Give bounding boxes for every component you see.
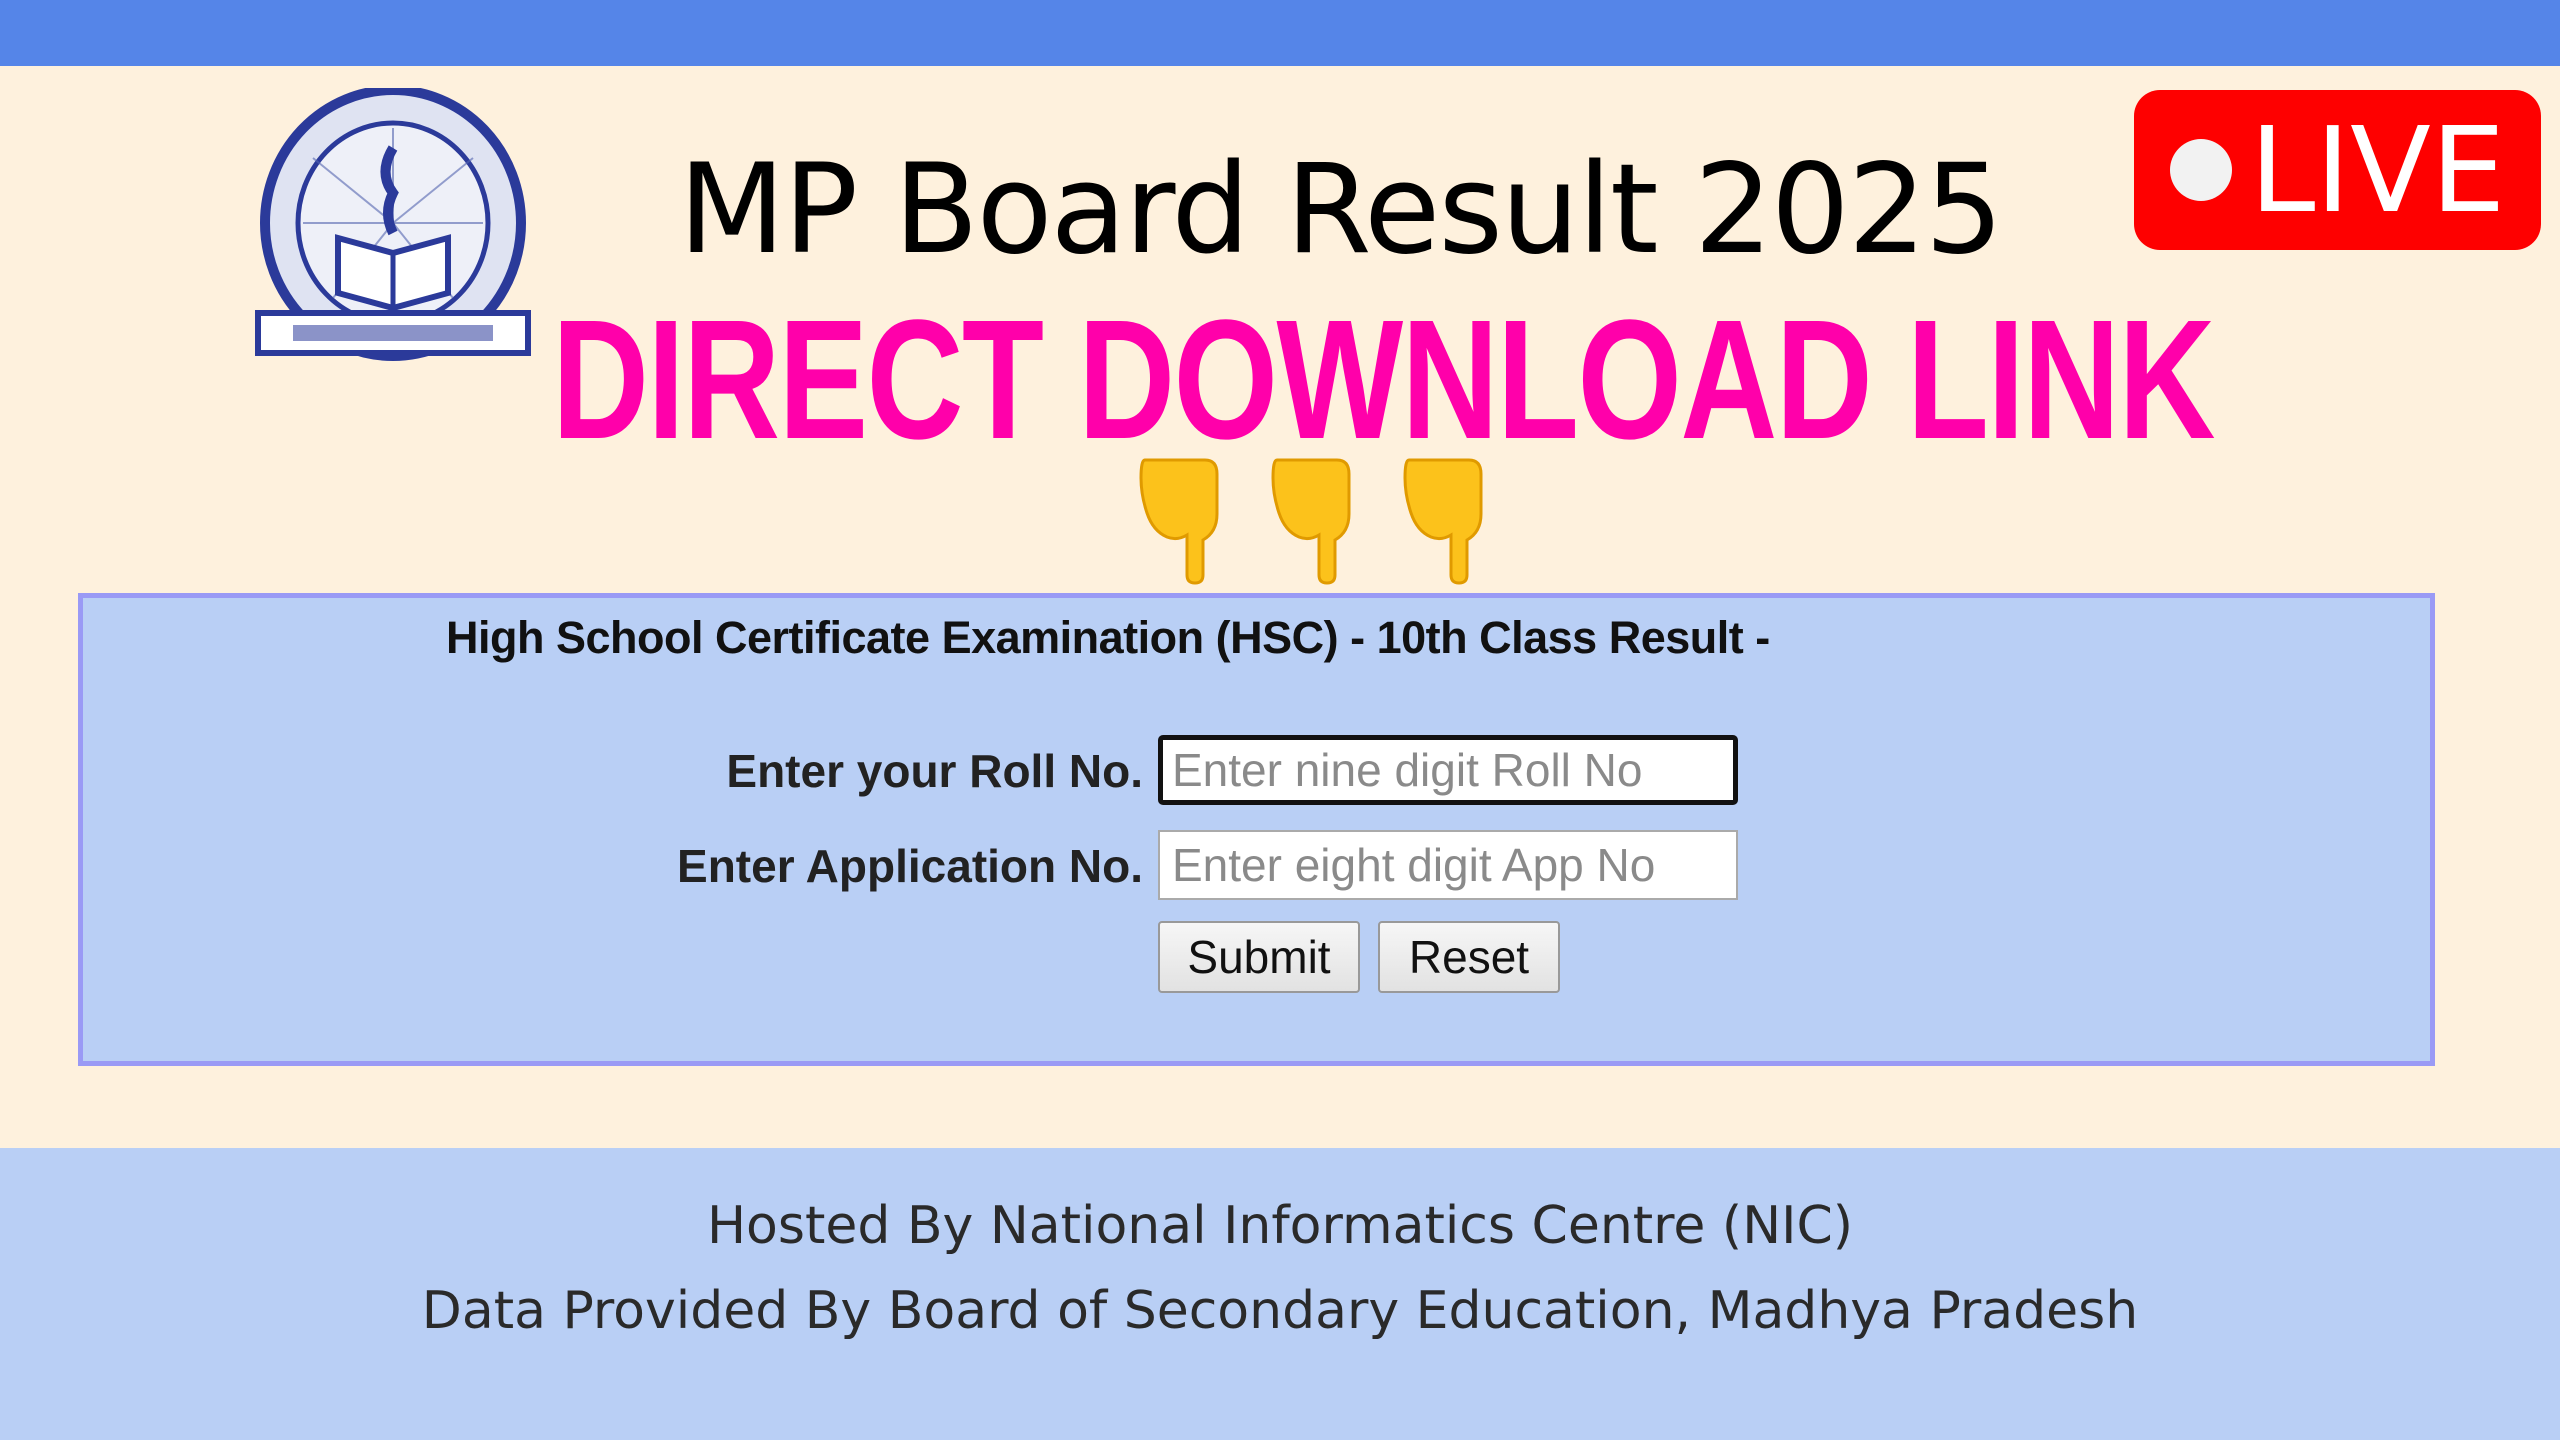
application-no-label: Enter Application No. bbox=[677, 840, 1143, 892]
pointing-down-hand-icon bbox=[1139, 458, 1219, 585]
footer-hosted-by: Hosted By National Informatics Centre (N… bbox=[706, 1196, 1854, 1256]
roll-no-input[interactable] bbox=[1158, 735, 1738, 805]
pointer-icons bbox=[1125, 455, 1525, 585]
live-badge: LIVE bbox=[2134, 90, 2541, 250]
result-form: High School Certificate Examination (HSC… bbox=[78, 593, 2435, 1066]
mp-board-logo bbox=[255, 88, 531, 361]
form-title: High School Certificate Examination (HSC… bbox=[446, 612, 1770, 663]
roll-no-label: Enter your Roll No. bbox=[726, 745, 1143, 797]
live-label: LIVE bbox=[2249, 101, 2506, 239]
live-dot-icon bbox=[2169, 139, 2232, 201]
footer: Hosted By National Informatics Centre (N… bbox=[0, 1148, 2560, 1440]
pointing-down-hand-icon bbox=[1271, 458, 1351, 585]
pointing-down-hand-icon bbox=[1403, 458, 1483, 585]
page-title: MP Board Result 2025 bbox=[678, 138, 2003, 282]
top-bar bbox=[0, 0, 2560, 66]
application-no-input[interactable] bbox=[1158, 830, 1738, 900]
footer-data-provided: Data Provided By Board of Secondary Educ… bbox=[421, 1281, 2139, 1341]
headline: DIRECT DOWNLOAD LINK bbox=[552, 285, 2332, 475]
headline-text: DIRECT DOWNLOAD LINK bbox=[552, 285, 2215, 475]
reset-button[interactable]: Reset bbox=[1378, 921, 1560, 993]
submit-button[interactable]: Submit bbox=[1158, 921, 1360, 993]
